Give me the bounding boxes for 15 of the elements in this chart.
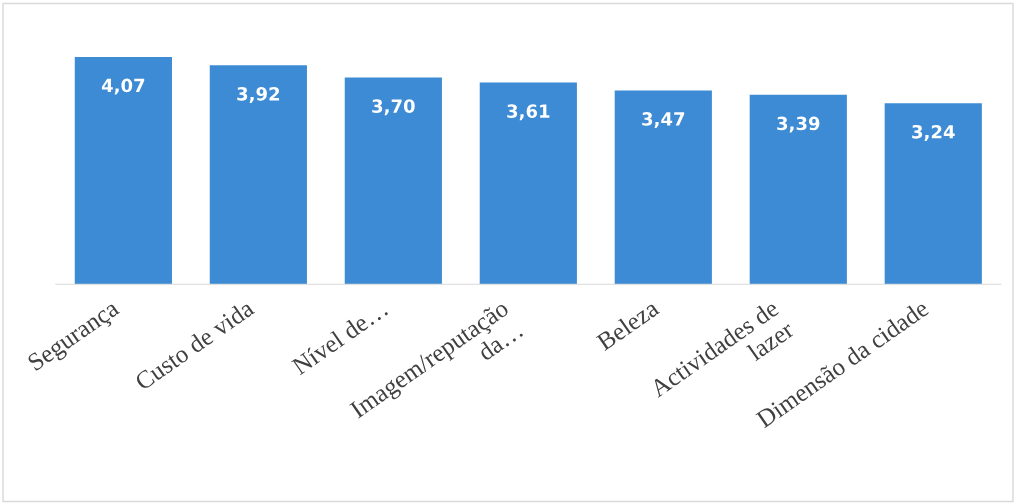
data-label: 3,24 (912, 124, 955, 141)
bar (749, 94, 847, 285)
bar (479, 82, 577, 285)
bar (614, 90, 712, 285)
data-label: 3,47 (642, 112, 685, 129)
data-label: 4,07 (101, 78, 145, 95)
bar (884, 103, 982, 285)
data-label: 3,92 (237, 86, 280, 103)
bar (209, 65, 307, 285)
x-tick-label: Custo de vida (133, 298, 256, 391)
data-label: 3,61 (507, 104, 550, 121)
data-label: 3,39 (777, 116, 820, 133)
bar (344, 77, 442, 285)
bar (74, 56, 172, 285)
data-label: 3,70 (372, 99, 415, 116)
